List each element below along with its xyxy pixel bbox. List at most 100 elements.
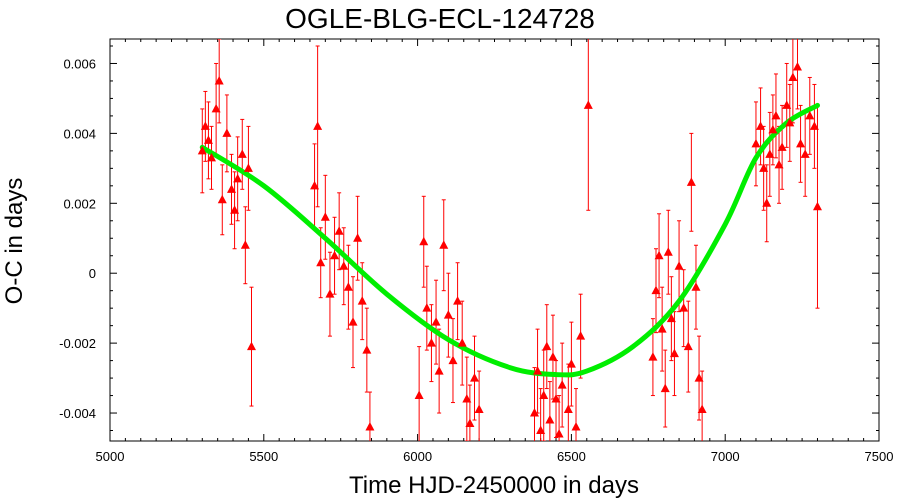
y-tick-label: -0.002 <box>59 336 96 351</box>
data-point <box>243 163 253 172</box>
data-point <box>805 110 815 120</box>
data-point <box>414 390 424 400</box>
data-point <box>357 296 367 305</box>
data-point <box>774 159 784 169</box>
data-point <box>788 72 798 81</box>
data-point <box>448 355 458 365</box>
data-point <box>812 201 822 211</box>
data-point <box>554 429 564 438</box>
data-point <box>233 173 243 183</box>
data-point <box>571 422 581 431</box>
data-point <box>694 373 704 382</box>
data-point <box>465 418 475 428</box>
data-point <box>809 121 819 130</box>
x-tick-label: 6500 <box>557 449 586 464</box>
data-point <box>563 404 573 414</box>
data-point <box>654 250 664 260</box>
data-point <box>545 415 555 424</box>
data-point <box>539 390 549 400</box>
x-tick-label: 6000 <box>403 449 432 464</box>
data-point <box>765 149 775 158</box>
data-point <box>529 408 539 417</box>
y-tick-label: 0.002 <box>63 196 96 211</box>
data-point <box>246 341 256 351</box>
data-point <box>782 100 792 109</box>
data-point <box>533 366 543 375</box>
data-point <box>768 124 778 134</box>
x-tick-label: 5000 <box>96 449 125 464</box>
data-point <box>453 296 463 305</box>
data-point <box>353 233 363 242</box>
data-point <box>365 422 375 431</box>
data-point <box>222 128 232 137</box>
data-point <box>756 121 766 130</box>
data-point <box>334 226 344 235</box>
y-axis-title: O-C in days <box>1 178 28 305</box>
data-point <box>691 282 701 291</box>
data-point <box>683 341 693 351</box>
data-point <box>211 103 221 113</box>
data-point <box>771 110 781 120</box>
data-point <box>214 75 224 85</box>
y-tick-label: 0.004 <box>63 126 96 141</box>
data-point <box>443 310 453 319</box>
data-point <box>362 345 372 354</box>
data-point <box>660 383 670 393</box>
data-point <box>566 359 576 368</box>
data-point <box>470 373 480 382</box>
data-point <box>583 100 593 109</box>
data-point <box>669 348 679 358</box>
data-point <box>785 117 795 127</box>
data-point <box>648 352 658 361</box>
data-point <box>796 138 806 148</box>
data-point <box>227 184 237 193</box>
data-point <box>542 341 552 351</box>
x-axis-title: Time HJD-2450000 in days <box>349 472 639 499</box>
data-point <box>431 317 441 326</box>
data-point <box>320 212 330 221</box>
data-point <box>348 317 358 326</box>
x-tick-label: 7500 <box>865 449 894 464</box>
data-point <box>557 380 567 389</box>
data-point <box>759 163 769 172</box>
data-point <box>313 121 323 130</box>
plot-area: 5000 5500 6000 6500 7000 7500 -0.004 -0.002 0 0.0… <box>59 38 894 464</box>
data-point <box>651 285 661 295</box>
data-point <box>325 289 335 298</box>
data-point <box>777 142 787 151</box>
x-tick-label: 5500 <box>249 449 278 464</box>
data-point <box>343 282 353 291</box>
data-point <box>197 145 207 155</box>
data-point <box>762 198 772 207</box>
data-point <box>207 152 217 162</box>
data-point <box>462 394 472 403</box>
data-point <box>800 149 810 158</box>
fit-curve <box>199 102 820 378</box>
data-point <box>240 240 250 249</box>
data-point <box>339 261 349 270</box>
data-point <box>548 352 558 361</box>
data-point <box>657 324 667 333</box>
y-tick-label: 0.006 <box>63 56 96 71</box>
data-point <box>200 121 210 130</box>
data-point <box>237 149 247 158</box>
data-point <box>663 247 673 256</box>
data-point <box>422 303 432 312</box>
data-point <box>217 194 227 204</box>
data-point <box>316 257 326 267</box>
data-point <box>551 394 561 403</box>
data-point <box>203 135 213 144</box>
data-point <box>792 61 802 71</box>
data-point <box>457 338 467 347</box>
data-point <box>439 240 449 249</box>
data-point <box>434 366 444 375</box>
x-tick-label: 7000 <box>711 449 740 464</box>
data-point <box>679 303 689 312</box>
data-point <box>697 404 707 414</box>
data-point <box>330 250 340 260</box>
data-point <box>426 338 436 347</box>
data-point <box>419 236 429 246</box>
data-point <box>751 138 761 148</box>
